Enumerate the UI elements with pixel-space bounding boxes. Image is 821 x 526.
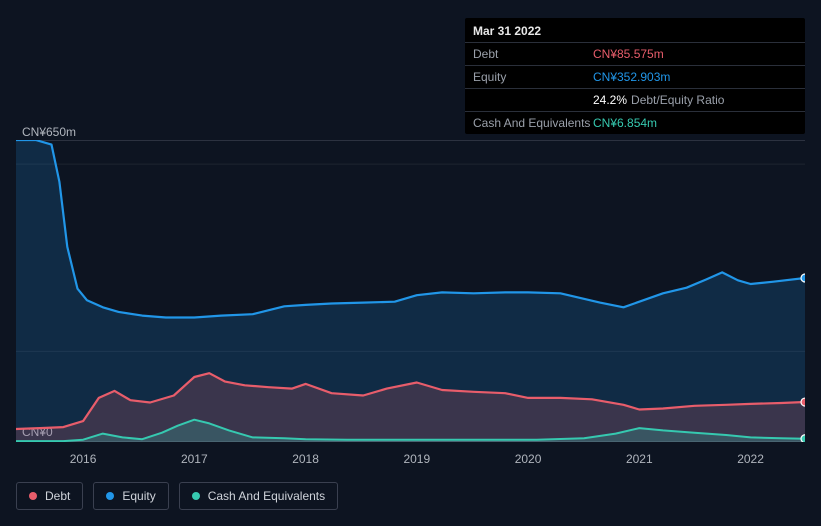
legend-dot-icon xyxy=(29,492,37,500)
legend-label: Cash And Equivalents xyxy=(208,489,325,503)
legend-item[interactable]: Equity xyxy=(93,482,168,510)
legend-label: Equity xyxy=(122,489,155,503)
tooltip-row-value: CN¥85.575m xyxy=(593,47,664,61)
tooltip-row-value: 24.2%Debt/Equity Ratio xyxy=(593,93,724,107)
tooltip-row-value: CN¥6.854m xyxy=(593,116,657,130)
chart-legend: Debt Equity Cash And Equivalents xyxy=(16,482,338,510)
legend-item[interactable]: Debt xyxy=(16,482,83,510)
legend-dot-icon xyxy=(106,492,114,500)
x-axis-tick-label: 2021 xyxy=(626,452,653,466)
legend-item[interactable]: Cash And Equivalents xyxy=(179,482,338,510)
tooltip-row-label: Cash And Equivalents xyxy=(473,116,593,130)
chart-tooltip: Mar 31 2022 DebtCN¥85.575mEquityCN¥352.9… xyxy=(465,18,805,134)
tooltip-row: EquityCN¥352.903m xyxy=(465,66,805,89)
y-axis-max-label: CN¥650m xyxy=(22,125,76,139)
x-axis-tick-label: 2019 xyxy=(403,452,430,466)
tooltip-row-extra: Debt/Equity Ratio xyxy=(631,93,724,107)
x-axis-tick-label: 2016 xyxy=(70,452,97,466)
tooltip-row-label: Equity xyxy=(473,70,593,84)
x-axis-tick-label: 2020 xyxy=(515,452,542,466)
chart-plot-area xyxy=(16,140,805,442)
tooltip-row-label xyxy=(473,93,593,107)
tooltip-row-value: CN¥352.903m xyxy=(593,70,670,84)
x-axis-tick-label: 2022 xyxy=(737,452,764,466)
legend-dot-icon xyxy=(192,492,200,500)
tooltip-date: Mar 31 2022 xyxy=(465,18,805,43)
tooltip-row: Cash And EquivalentsCN¥6.854m xyxy=(465,112,805,134)
legend-label: Debt xyxy=(45,489,70,503)
x-axis-tick-label: 2017 xyxy=(181,452,208,466)
tooltip-row-label: Debt xyxy=(473,47,593,61)
chart-svg xyxy=(16,140,805,442)
x-axis-tick-label: 2018 xyxy=(292,452,319,466)
tooltip-row: 24.2%Debt/Equity Ratio xyxy=(465,89,805,112)
tooltip-row: DebtCN¥85.575m xyxy=(465,43,805,66)
